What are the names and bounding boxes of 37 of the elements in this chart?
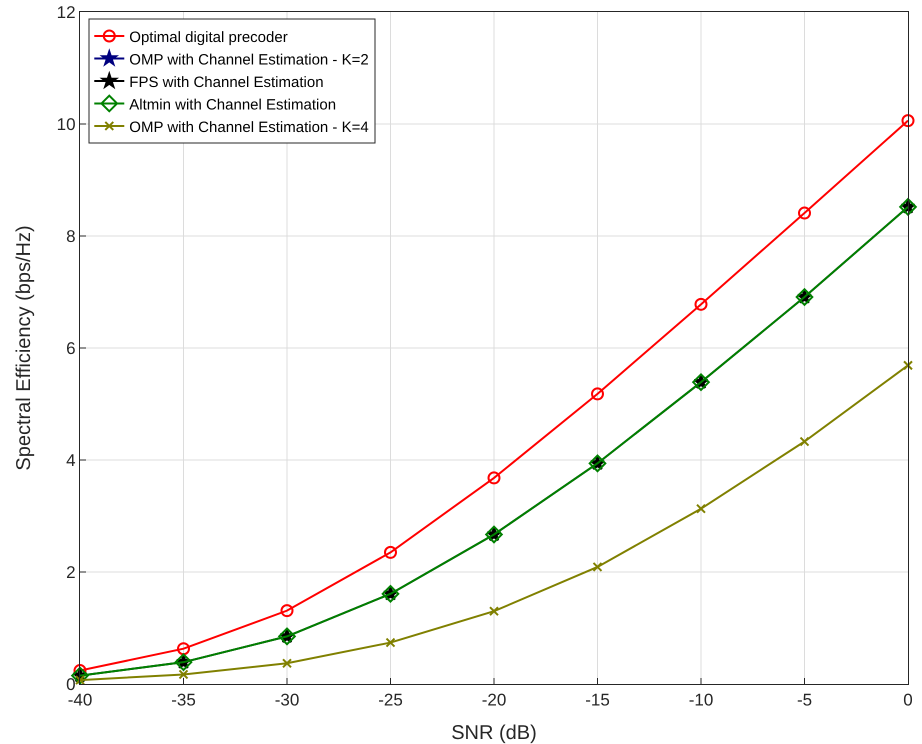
y-tick-label: 8 — [66, 226, 76, 246]
y-tick-label: 10 — [56, 114, 76, 134]
legend-label: Altmin with Channel Estimation — [129, 96, 336, 114]
x-tick-label: -10 — [688, 690, 714, 710]
point — [800, 436, 810, 447]
point — [386, 638, 396, 648]
point — [696, 504, 706, 514]
legend-label: OMP with Channel Estimation - K=4 — [129, 118, 369, 136]
x-tick-label: -35 — [171, 690, 196, 710]
point — [280, 604, 294, 618]
point — [592, 562, 602, 572]
point — [903, 360, 913, 370]
y-tick-label: 6 — [66, 338, 76, 358]
point — [694, 298, 708, 311]
x-tick-label: -5 — [796, 690, 812, 710]
x-tick-label: -30 — [274, 690, 300, 710]
y-tick-label: 2 — [66, 562, 76, 582]
x-tick-label: -25 — [378, 690, 403, 710]
point — [282, 658, 292, 668]
x-tick-label: -15 — [585, 690, 610, 710]
point — [489, 606, 499, 616]
point — [384, 546, 397, 559]
y-axis-title: Spectral Efficiency (bps/Hz) — [13, 225, 35, 471]
point — [488, 471, 500, 484]
point — [178, 669, 188, 680]
y-tick-label: 12 — [56, 2, 76, 22]
point — [591, 387, 604, 400]
point — [798, 206, 811, 220]
x-axis-title: SNR (dB) — [451, 722, 537, 744]
legend-label: Optimal digital precoder — [129, 28, 288, 46]
legend-label: OMP with Channel Estimation - K=2 — [129, 51, 369, 68]
x-tick-label: 0 — [903, 690, 913, 710]
x-tick-label: -20 — [482, 690, 506, 710]
point — [902, 114, 914, 128]
legend-label: FPS with Channel Estimation — [129, 74, 324, 91]
point — [177, 642, 190, 656]
y-tick-label: 4 — [66, 450, 76, 470]
